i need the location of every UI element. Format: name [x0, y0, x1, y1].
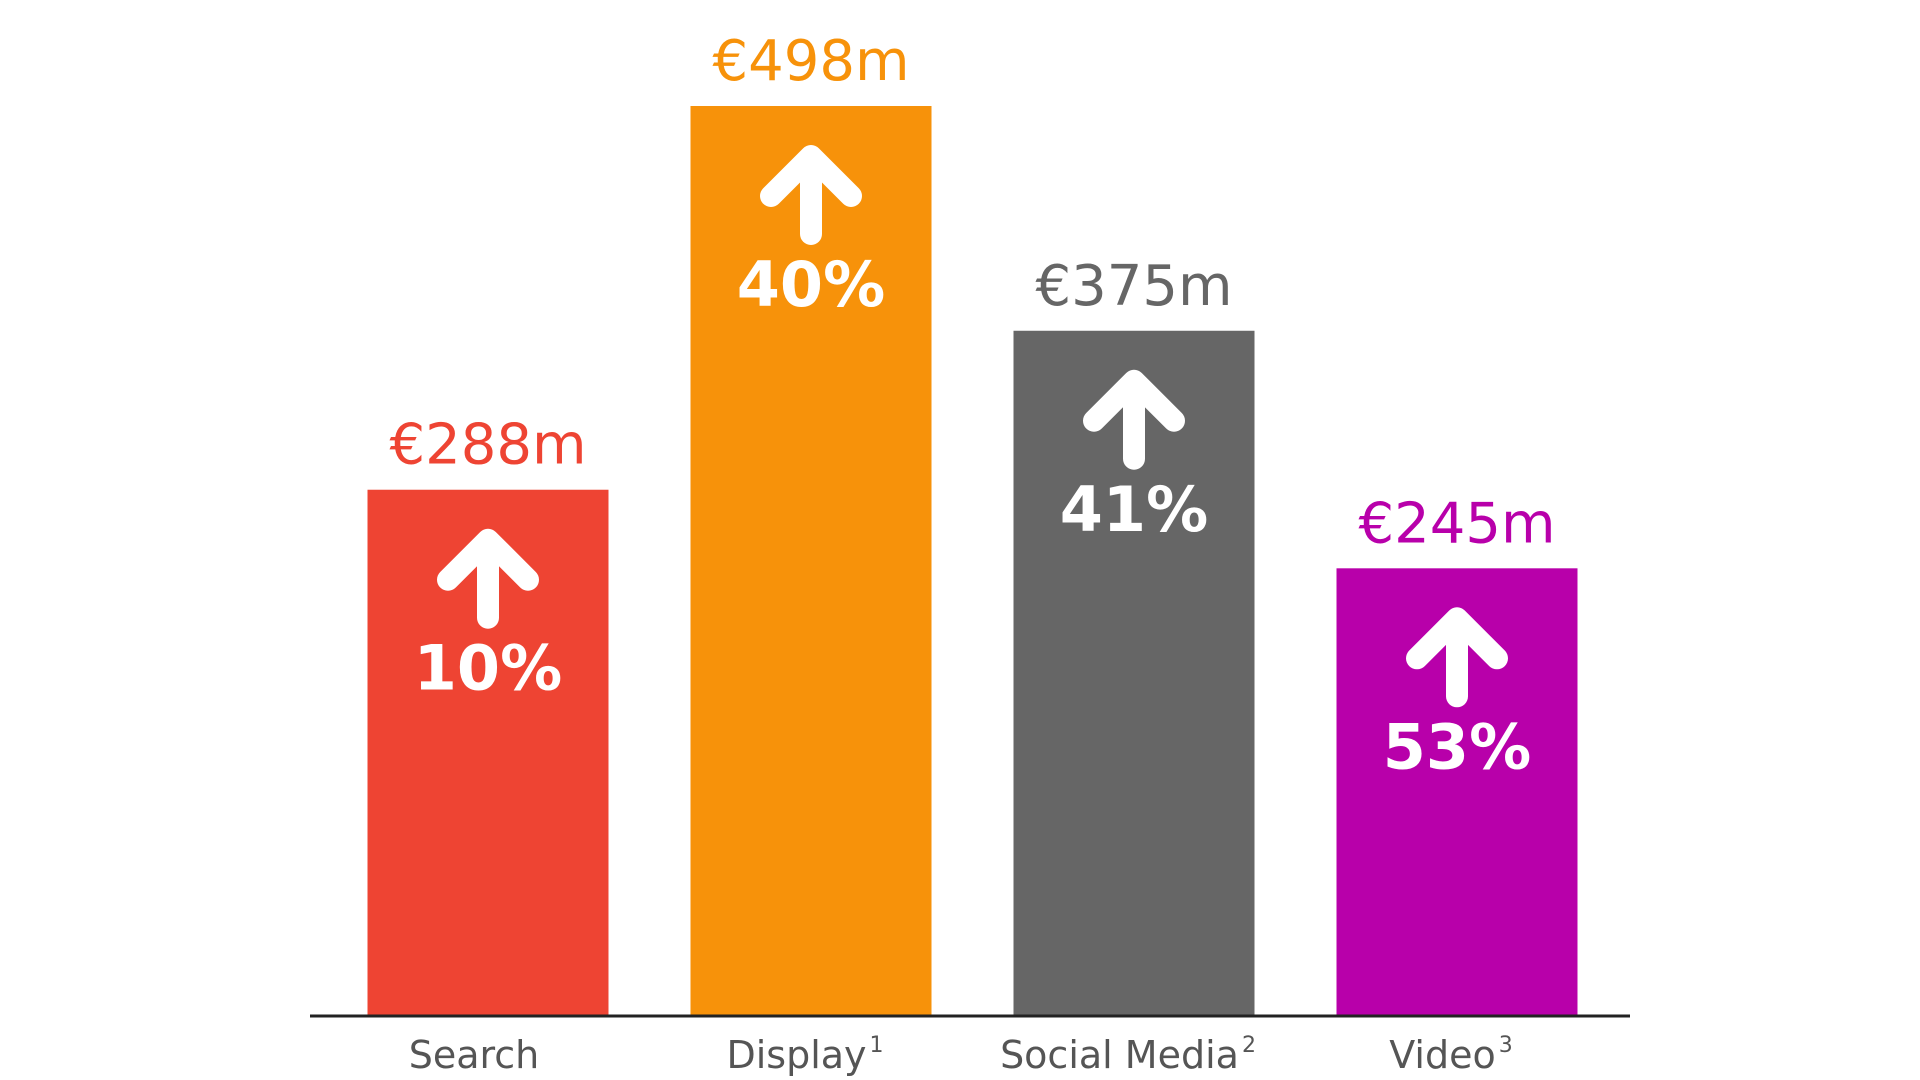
value-label-search: €288m	[389, 413, 586, 478]
growth-label-display: 40%	[737, 248, 885, 321]
growth-label-search: 10%	[414, 632, 562, 705]
arrow-up-icon	[1083, 369, 1185, 470]
value-label-social-media: €375m	[1035, 254, 1232, 319]
category-label-search: Search	[409, 1033, 540, 1077]
category-footnote-display: 1	[870, 1033, 884, 1058]
bar-display	[690, 106, 932, 1016]
arrow-up-icon	[437, 528, 539, 629]
growth-label-social-media: 41%	[1060, 473, 1208, 546]
category-label-video: Video 3	[1389, 1033, 1512, 1077]
category-footnote-video: 3	[1499, 1033, 1513, 1058]
growth-label-video: 53%	[1383, 710, 1531, 783]
labels-layer: €288m 10% Search €498m 40% Display 1 €375m 41% So…	[389, 29, 1555, 1077]
category-footnote-social-media: 2	[1242, 1033, 1256, 1058]
category-label-display: Display 1	[726, 1033, 883, 1077]
value-label-video: €245m	[1358, 491, 1555, 556]
value-label-display: €498m	[712, 29, 909, 94]
arrow-up-icon	[760, 145, 862, 245]
bars-layer	[367, 106, 1578, 1016]
category-label-social-media: Social Media 2	[1000, 1033, 1256, 1077]
arrow-up-icon	[1406, 607, 1508, 708]
